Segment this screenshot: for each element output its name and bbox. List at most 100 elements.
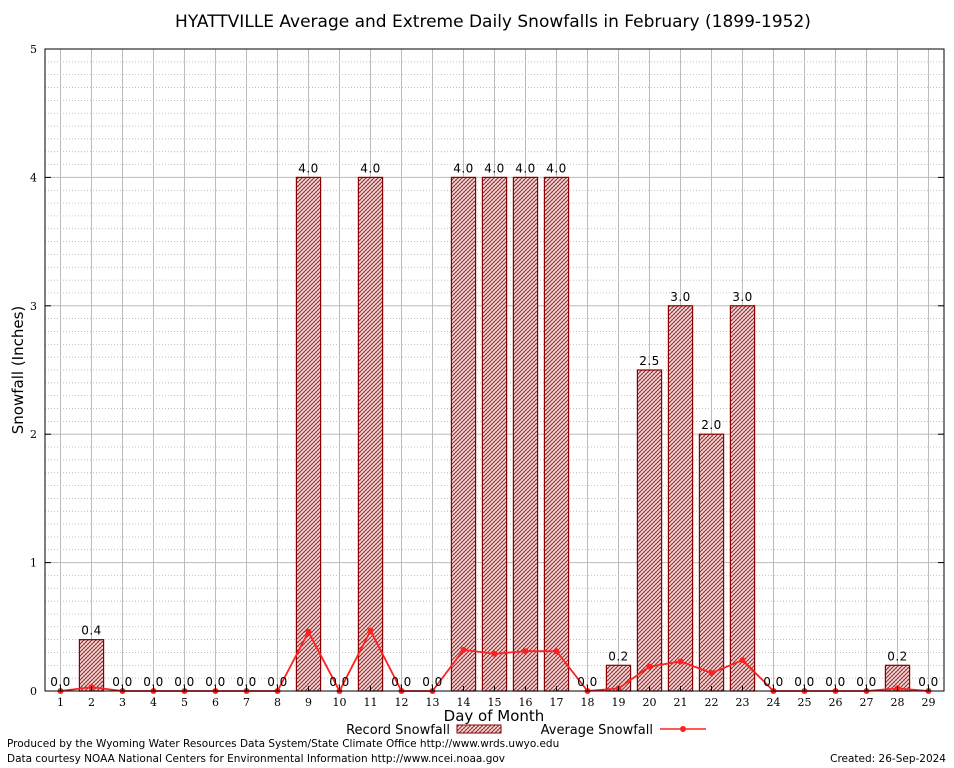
x-tick-label: 13	[426, 696, 440, 709]
x-tick-label: 3	[119, 696, 126, 709]
data-label-day-6: 0.0	[205, 675, 226, 689]
data-label-day-27: 0.0	[856, 675, 877, 689]
data-label-day-20: 2.5	[639, 354, 660, 368]
bar-day-15	[481, 176, 508, 692]
data-label-day-18: 0.0	[577, 675, 598, 689]
average-point-day-22	[708, 670, 715, 677]
data-label-day-1: 0.0	[50, 675, 71, 689]
legend: Record Snowfall Average Snowfall	[346, 723, 706, 738]
bar-day-20	[636, 369, 663, 692]
average-point-day-9	[305, 628, 312, 635]
data-label-day-17: 4.0	[546, 161, 567, 175]
x-tick-label: 17	[550, 696, 564, 709]
data-label-day-15: 4.0	[484, 161, 505, 175]
x-tick-label: 27	[860, 696, 874, 709]
y-tick-label: 4	[30, 171, 37, 184]
x-tick-label: 24	[767, 696, 781, 709]
average-point-day-16	[522, 648, 529, 655]
average-point-day-14	[460, 646, 467, 653]
legend-average-label: Average Snowfall	[541, 723, 653, 738]
data-label-day-22: 2.0	[701, 418, 722, 432]
legend-record-swatch	[456, 724, 502, 734]
x-tick-label: 29	[922, 696, 936, 709]
x-tick-label: 2	[88, 696, 95, 709]
data-label-day-13: 0.0	[422, 675, 443, 689]
data-label-day-10: 0.0	[329, 675, 350, 689]
x-tick-label: 11	[364, 696, 378, 709]
x-tick-label: 19	[612, 696, 626, 709]
chart-title: HYATTVILLE Average and Extreme Daily Sno…	[175, 12, 811, 32]
x-tick-label: 8	[274, 696, 281, 709]
data-labels: 0.0 0.4 0.0 0.0 0.0 0.0 0.0 0.0 4.0 0.0 4.0 0.0 0.0 4…	[50, 161, 939, 689]
x-tick-label: 15	[488, 696, 502, 709]
data-label-day-8: 0.0	[267, 675, 288, 689]
average-point-day-15	[491, 650, 498, 657]
x-axis-title: Day of Month	[444, 707, 545, 725]
x-tick-label: 25	[798, 696, 812, 709]
average-point-day-20	[646, 663, 653, 670]
y-tick-label: 3	[30, 300, 37, 313]
y-tick-label: 0	[30, 685, 37, 698]
x-tick-label: 1	[57, 696, 64, 709]
x-tick-label: 9	[305, 696, 312, 709]
credit-line-2: Data courtesy NOAA National Centers for …	[7, 753, 506, 765]
x-tick-label: 4	[150, 696, 157, 709]
y-axis-title: Snowfall (Inches)	[9, 306, 27, 434]
data-label-day-3: 0.0	[112, 675, 133, 689]
credit-line-1: Produced by the Wyoming Water Resources …	[7, 738, 560, 750]
bar-day-23	[729, 305, 756, 692]
legend-record-label: Record Snowfall	[346, 723, 450, 738]
data-label-day-28: 0.2	[887, 649, 908, 663]
x-tick-label: 7	[243, 696, 250, 709]
data-label-day-4: 0.0	[143, 675, 164, 689]
record-bars	[78, 176, 911, 692]
data-label-day-25: 0.0	[794, 675, 815, 689]
x-tick-label: 21	[674, 696, 688, 709]
y-tick-label: 1	[30, 557, 37, 570]
average-point-day-17	[553, 648, 560, 655]
x-tick-label: 5	[181, 696, 188, 709]
data-label-day-11: 4.0	[360, 161, 381, 175]
x-tick-label: 20	[643, 696, 657, 709]
y-tick-label: 2	[30, 428, 37, 441]
bar-day-2	[78, 639, 105, 692]
data-label-day-24: 0.0	[763, 675, 784, 689]
bar-day-14	[450, 176, 477, 692]
x-tick-label: 23	[736, 696, 750, 709]
x-tick-label: 12	[395, 696, 409, 709]
average-point-day-23	[739, 657, 746, 664]
x-tick-label: 22	[705, 696, 719, 709]
data-label-day-7: 0.0	[236, 675, 257, 689]
data-label-day-9: 4.0	[298, 161, 319, 175]
data-label-day-5: 0.0	[174, 675, 195, 689]
bar-day-11	[357, 176, 384, 692]
bar-day-17	[543, 176, 570, 692]
bar-day-16	[512, 176, 539, 692]
data-label-day-26: 0.0	[825, 675, 846, 689]
legend-average-marker	[680, 726, 686, 732]
data-label-day-16: 4.0	[515, 161, 536, 175]
data-label-day-12: 0.0	[391, 675, 412, 689]
bar-day-21	[667, 305, 694, 692]
x-tick-label: 18	[581, 696, 595, 709]
bar-day-9	[295, 176, 322, 692]
data-label-day-14: 4.0	[453, 161, 474, 175]
average-point-day-11	[367, 627, 374, 634]
bar-day-22	[698, 433, 725, 692]
x-tick-label: 10	[333, 696, 347, 709]
created-date: Created: 26-Sep-2024	[830, 753, 946, 765]
x-tick-label: 16	[519, 696, 533, 709]
data-label-day-21: 3.0	[670, 290, 691, 304]
average-point-day-21	[677, 658, 684, 665]
data-label-day-19: 0.2	[608, 649, 629, 663]
x-tick-label: 26	[829, 696, 843, 709]
x-tick-label: 6	[212, 696, 219, 709]
y-tick-label: 5	[30, 43, 37, 56]
data-label-day-29: 0.0	[918, 675, 939, 689]
data-label-day-2: 0.4	[81, 624, 102, 638]
x-tick-label: 28	[891, 696, 905, 709]
data-label-day-23: 3.0	[732, 290, 753, 304]
x-tick-label: 14	[457, 696, 471, 709]
